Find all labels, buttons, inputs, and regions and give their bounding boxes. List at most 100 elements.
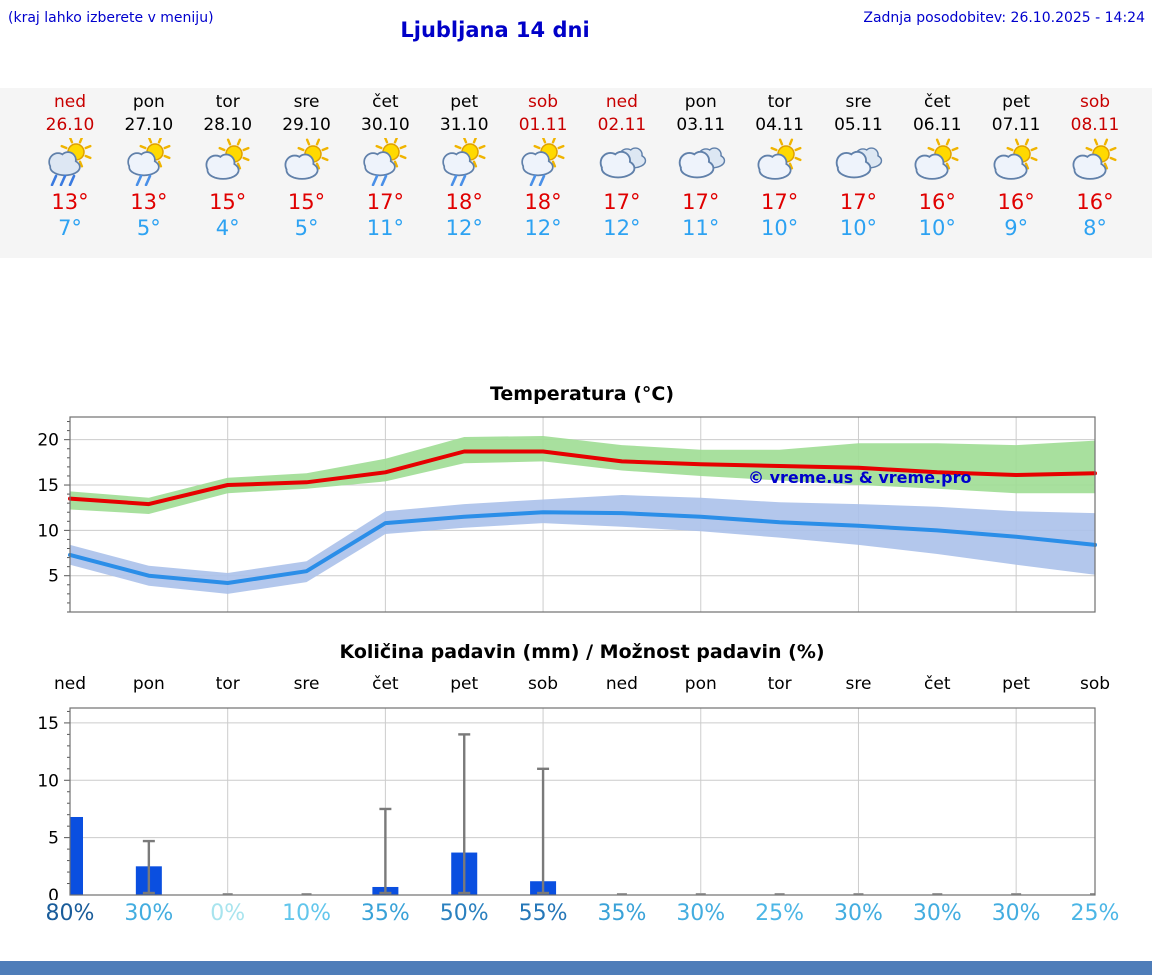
- sun-cloud-rain-icon: [339, 136, 431, 188]
- sun-cloud-rain-heavy-icon: [24, 136, 116, 188]
- sun-cloud-icon: [261, 138, 353, 188]
- precip-probability: 25%: [1070, 901, 1120, 926]
- temperature-chart: 5 10 15 20 © vreme.us & vreme.pro: [37, 416, 1097, 613]
- watermark: © vreme.us & vreme.pro: [748, 468, 971, 487]
- day-high-temp: 16°: [918, 189, 956, 214]
- precip-day-label: sob: [1079, 674, 1111, 694]
- day-name: pon: [684, 92, 717, 112]
- precip-probability-row: 80% 30% 0% 10% 35% 50% 55% 35% 30% 25% 30% 30% 30% 25…: [0, 901, 1152, 929]
- precip-day-label: čet: [372, 674, 399, 694]
- svg-text:10: 10: [37, 521, 59, 541]
- day-high-temp: 17°: [682, 189, 720, 214]
- precip-probability: 30%: [676, 901, 726, 926]
- precip-day-label: tor: [215, 674, 240, 694]
- day-high-temp: 15°: [287, 189, 326, 214]
- day-name: tor: [767, 92, 792, 112]
- precip-probability: 35%: [597, 901, 647, 926]
- precip-day-label: tor: [767, 674, 792, 694]
- sun-cloud-rain-icon: [497, 136, 589, 188]
- day-cell[interactable]: sre 05.11 17° 10°: [812, 91, 904, 241]
- day-high-temp: 13°: [51, 189, 89, 214]
- sun-cloud-rain-icon: [418, 136, 510, 188]
- day-high-temp: 17°: [366, 189, 404, 214]
- temperature-chart-title: Temperatura (°C): [489, 383, 675, 405]
- day-cell[interactable]: pon 27.10 13° 5°: [103, 91, 195, 241]
- day-date: 27.10: [124, 114, 174, 135]
- day-high-temp: 18°: [445, 189, 483, 214]
- day-name: sre: [293, 92, 320, 112]
- day-date: 05.11: [834, 114, 883, 135]
- precip-probability: 50%: [439, 901, 489, 926]
- day-low-temp: 9°: [1004, 216, 1029, 241]
- day-low-temp: 10°: [918, 216, 956, 241]
- svg-text:15: 15: [37, 714, 59, 734]
- day-name: pon: [132, 92, 165, 112]
- day-high-temp: 13°: [130, 189, 168, 214]
- sun-cloud-icon: [734, 138, 826, 188]
- day-cell[interactable]: ned 26.10 13° 7°: [24, 91, 116, 241]
- day-low-temp: 8°: [1083, 216, 1107, 241]
- precip-probability: 80%: [45, 901, 95, 926]
- page-title: Ljubljana 14 dni: [400, 18, 590, 42]
- day-high-temp: 18°: [524, 189, 562, 214]
- day-cell[interactable]: pet 31.10 18° 12°: [418, 91, 510, 241]
- day-name: čet: [372, 92, 399, 112]
- precip-day-label: čet: [924, 674, 951, 694]
- day-cell[interactable]: sob 01.11 18° 12°: [497, 91, 589, 241]
- day-low-temp: 12°: [603, 216, 641, 241]
- precip-day-label: sre: [293, 674, 320, 694]
- day-cell[interactable]: pet 07.11 16° 9°: [970, 91, 1062, 241]
- day-cell[interactable]: sre 29.10 15° 5°: [261, 91, 353, 241]
- precip-probability: 10%: [282, 901, 331, 926]
- svg-text:10: 10: [37, 771, 59, 791]
- precip-day-label: ned: [53, 674, 87, 694]
- precip-probability: 0%: [210, 901, 246, 926]
- day-date: 30.10: [361, 114, 410, 135]
- precip-day-labels-row: ned pon tor sre čet pet sob ned pon tor sre čet pet s…: [0, 674, 1152, 696]
- footer-bar: [0, 961, 1152, 975]
- precip-day-label: pet: [450, 674, 479, 694]
- day-cell[interactable]: čet 06.11 16° 10°: [891, 91, 983, 241]
- day-low-temp: 10°: [839, 216, 878, 241]
- day-name: čet: [924, 92, 951, 112]
- day-low-temp: 5°: [294, 216, 319, 241]
- day-high-temp: 16°: [997, 189, 1035, 214]
- day-date: 26.10: [45, 114, 95, 135]
- day-cell[interactable]: pon 03.11 17° 11°: [655, 91, 747, 241]
- day-low-temp: 4°: [215, 216, 240, 241]
- precip-day-label: pon: [684, 674, 717, 694]
- precip-day-label: sob: [528, 674, 559, 694]
- day-name: ned: [53, 92, 87, 112]
- sun-cloud-icon: [970, 138, 1062, 188]
- day-cell[interactable]: ned 02.11 17° 12°: [576, 91, 668, 241]
- day-cell[interactable]: tor 28.10 15° 4°: [182, 91, 274, 241]
- day-name: pet: [1002, 92, 1031, 112]
- sun-cloud-icon: [1049, 138, 1141, 188]
- day-cell[interactable]: čet 30.10 17° 11°: [339, 91, 431, 241]
- day-name: pet: [450, 92, 479, 112]
- day-name: sob: [1079, 92, 1111, 112]
- day-name: sre: [845, 92, 872, 112]
- day-low-temp: 10°: [760, 216, 799, 241]
- precip-day-label: pon: [132, 674, 165, 694]
- day-date: 31.10: [439, 114, 489, 135]
- precip-probability: 30%: [912, 901, 962, 926]
- day-cell[interactable]: sob 08.11 16° 8°: [1049, 91, 1141, 241]
- day-low-temp: 11°: [682, 216, 720, 241]
- svg-text:5: 5: [48, 567, 59, 587]
- clouds-icon: [655, 138, 747, 188]
- day-low-temp: 12°: [445, 216, 483, 241]
- precipitation-chart: 0 5 10 15: [37, 707, 1096, 900]
- day-date: 08.11: [1070, 114, 1120, 135]
- day-name: sob: [528, 92, 559, 112]
- precip-probability: 30%: [834, 901, 883, 926]
- day-date: 28.10: [203, 114, 253, 135]
- day-low-temp: 11°: [366, 216, 404, 241]
- day-date: 03.11: [676, 114, 726, 135]
- sun-cloud-icon: [182, 138, 274, 188]
- day-high-temp: 16°: [1076, 189, 1114, 214]
- location-menu-hint: (kraj lahko izberete v meniju): [8, 10, 214, 26]
- day-cell[interactable]: tor 04.11 17° 10°: [734, 91, 826, 241]
- precip-probability: 25%: [755, 901, 805, 926]
- svg-text:20: 20: [37, 431, 59, 451]
